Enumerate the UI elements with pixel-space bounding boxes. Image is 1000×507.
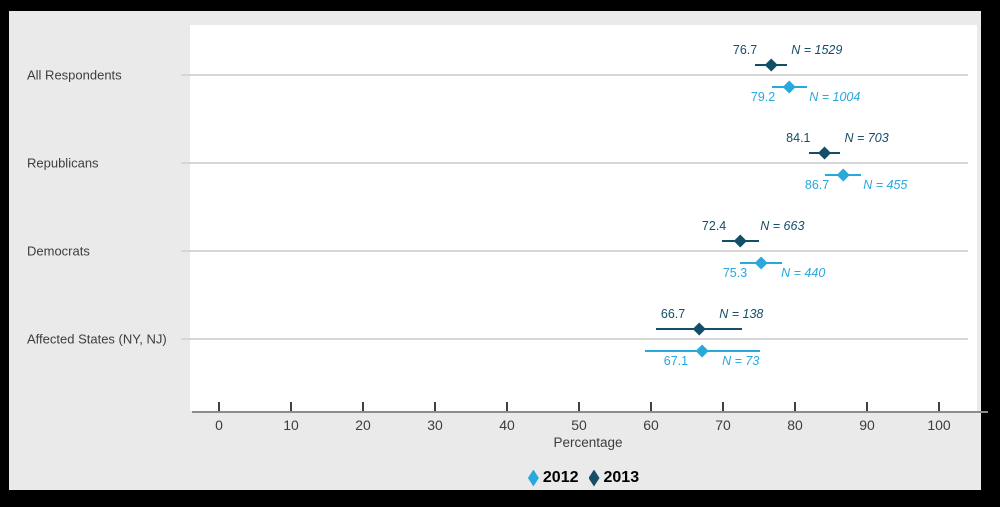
n-label-2012: N = 455	[863, 178, 908, 192]
x-tick	[434, 402, 436, 411]
legend-label: 2013	[603, 469, 640, 486]
x-tick-label: 0	[215, 417, 223, 433]
diamond-marker-2013	[818, 146, 832, 160]
category-label: Affected States (NY, NJ)	[27, 331, 167, 347]
x-tick	[290, 402, 292, 411]
x-tick-label: 80	[787, 417, 803, 433]
x-tick	[794, 402, 796, 411]
n-label-2013: N = 138	[719, 307, 764, 321]
diamond-marker-2012	[836, 168, 850, 182]
diamond-marker-2012	[754, 256, 768, 270]
category-label: Republicans	[27, 155, 99, 171]
x-tick	[866, 402, 868, 411]
diamond-marker-2013	[692, 322, 706, 336]
category-label: Democrats	[27, 243, 90, 259]
n-label-2013: N = 663	[760, 219, 805, 233]
diamond-marker-2012	[782, 80, 796, 94]
x-tick	[722, 402, 724, 411]
category-line	[181, 250, 968, 252]
diamond-marker-2012	[695, 344, 709, 358]
value-label-2013: 76.7	[732, 43, 758, 57]
diamond-marker-2013	[733, 234, 747, 248]
x-tick-label: 100	[927, 417, 951, 433]
x-tick-label: 40	[499, 417, 515, 433]
x-tick-label: 60	[643, 417, 659, 433]
x-tick	[218, 402, 220, 411]
category-label: All Respondents	[27, 67, 122, 83]
category-line	[181, 74, 968, 76]
value-label-2012: 79.2	[750, 90, 776, 104]
legend-diamond-icon-2012	[527, 469, 539, 487]
x-axis-line	[192, 411, 988, 413]
value-label-2012: 86.7	[804, 178, 830, 192]
value-label-2013: 84.1	[786, 131, 811, 145]
legend-item-2012: 2012	[527, 469, 579, 487]
x-tick	[650, 402, 652, 411]
x-tick-label: 70	[715, 417, 731, 433]
x-tick	[506, 402, 508, 411]
x-tick-label: 30	[427, 417, 443, 433]
x-tick-label: 20	[355, 417, 371, 433]
diamond-marker-2013	[764, 58, 778, 72]
x-tick-label: 10	[283, 417, 299, 433]
legend-item-2013: 2013	[588, 469, 640, 487]
figure-background: All Respondents Republicans Democrats Affec…	[9, 11, 988, 490]
category-line	[181, 338, 968, 340]
n-label-2012: N = 1004	[809, 90, 861, 104]
value-label-2012: 67.1	[663, 354, 689, 368]
x-tick	[362, 402, 364, 411]
x-tick	[578, 402, 580, 411]
legend-label: 2012	[542, 469, 579, 486]
category-line	[181, 162, 968, 164]
value-label-2013: 66.7	[660, 307, 686, 321]
n-label-2012: N = 73	[722, 354, 760, 368]
legend: 2012 2013	[190, 469, 977, 487]
n-label-2013: N = 1529	[791, 43, 843, 57]
legend-diamond-icon-2013	[588, 469, 600, 487]
x-tick	[938, 402, 940, 411]
n-label-2013: N = 703	[844, 131, 889, 145]
plot-area	[190, 25, 977, 411]
x-tick-label: 90	[859, 417, 875, 433]
x-axis-title: Percentage	[553, 435, 623, 450]
value-label-2013: 72.4	[701, 219, 727, 233]
x-tick-label: 50	[571, 417, 587, 433]
value-label-2012: 75.3	[722, 266, 748, 280]
n-label-2012: N = 440	[781, 266, 826, 280]
